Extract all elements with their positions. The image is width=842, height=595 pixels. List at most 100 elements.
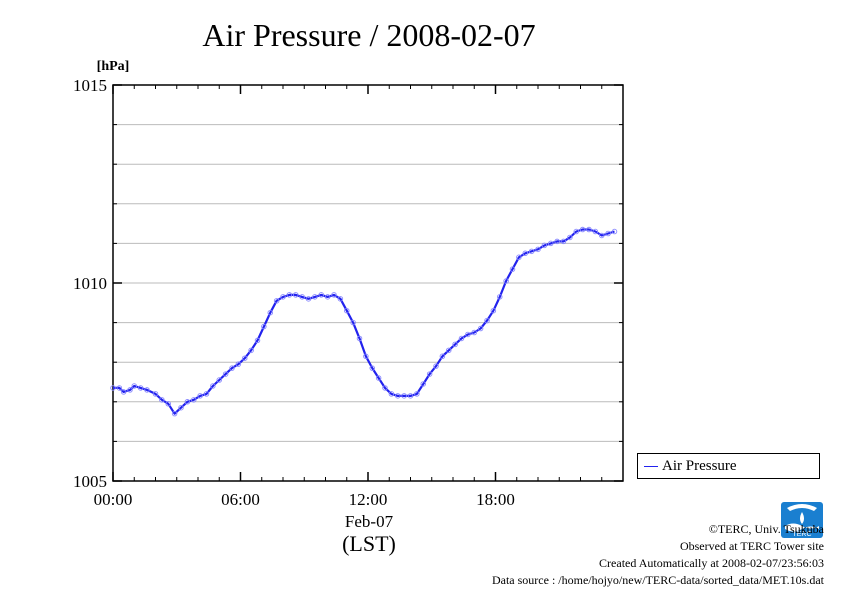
data-point xyxy=(611,228,618,235)
data-point xyxy=(420,381,427,387)
data-point xyxy=(280,294,286,300)
data-point xyxy=(286,292,293,298)
data-point xyxy=(605,230,611,237)
data-point xyxy=(116,385,123,391)
series-line xyxy=(113,228,615,415)
data-point xyxy=(190,397,197,403)
data-point xyxy=(426,371,433,377)
data-point xyxy=(439,353,446,360)
data-point xyxy=(586,226,592,233)
data-point xyxy=(178,404,184,411)
series-air-pressure xyxy=(110,226,618,417)
data-point xyxy=(579,226,586,233)
data-point xyxy=(350,319,356,326)
data-point xyxy=(318,292,325,298)
data-point xyxy=(229,365,235,371)
data-point xyxy=(465,331,471,338)
data-point xyxy=(560,238,567,245)
y-tick-label: 1010 xyxy=(73,274,107,293)
data-point xyxy=(203,391,210,397)
data-point xyxy=(324,294,331,300)
data-point xyxy=(127,387,133,393)
data-point xyxy=(235,361,242,367)
data-point xyxy=(446,347,452,354)
data-point xyxy=(548,240,554,247)
data-point xyxy=(433,363,439,369)
data-point xyxy=(131,383,137,389)
data-point xyxy=(516,254,522,261)
x-tick-label: 12:00 xyxy=(349,490,388,509)
data-point xyxy=(484,317,490,324)
y-tick-label: 1015 xyxy=(73,76,107,95)
data-point xyxy=(216,377,222,383)
data-point xyxy=(152,391,159,397)
data-point xyxy=(528,248,535,255)
data-point xyxy=(299,294,305,300)
data-point xyxy=(144,387,150,393)
data-point xyxy=(267,309,274,316)
data-point xyxy=(184,399,191,405)
data-point xyxy=(254,337,261,344)
data-point xyxy=(331,292,337,298)
x-tick-label: 06:00 xyxy=(221,490,260,509)
data-point xyxy=(363,353,369,360)
data-point xyxy=(197,393,203,399)
data-point xyxy=(395,393,401,399)
legend-swatch xyxy=(644,466,658,467)
data-point xyxy=(522,250,529,257)
data-point xyxy=(222,371,229,377)
data-point xyxy=(458,335,465,342)
y-tick-label: 1005 xyxy=(73,472,107,491)
credit-created: Created Automatically at 2008-02-07/23:5… xyxy=(599,556,824,570)
data-point xyxy=(535,246,541,253)
data-point xyxy=(592,228,599,235)
data-point xyxy=(509,266,516,272)
x-axis-label: (LST) xyxy=(342,531,396,556)
credit-source: Data source : /home/hojyo/new/TERC-data/… xyxy=(491,573,824,587)
data-point xyxy=(248,347,254,354)
data-point xyxy=(356,335,363,342)
credit-site: Observed at TERC Tower site xyxy=(679,539,824,553)
data-point xyxy=(337,296,344,302)
x-tick-label: 00:00 xyxy=(94,490,133,509)
data-point xyxy=(120,389,127,395)
data-point xyxy=(477,325,484,332)
data-point xyxy=(471,329,478,336)
data-point xyxy=(490,307,497,314)
data-point xyxy=(599,232,605,239)
data-point xyxy=(159,397,165,403)
data-point xyxy=(312,294,318,300)
logo-text: TERC xyxy=(792,531,811,538)
data-point xyxy=(273,298,280,304)
y-axis-unit-label: [hPa] xyxy=(97,59,130,74)
data-point xyxy=(261,323,267,330)
data-point xyxy=(305,296,312,302)
data-point xyxy=(165,401,171,407)
data-point xyxy=(137,385,144,391)
data-point xyxy=(369,365,376,371)
data-point xyxy=(241,355,248,361)
legend: Air Pressure xyxy=(637,453,820,479)
data-point xyxy=(503,278,509,284)
data-point xyxy=(573,228,580,235)
data-point xyxy=(171,410,178,417)
data-point xyxy=(210,383,216,389)
data-point xyxy=(388,391,395,397)
data-point xyxy=(407,393,414,399)
data-point xyxy=(497,294,503,300)
x-tick-label: 18:00 xyxy=(476,490,515,509)
x-date-label: Feb-07 xyxy=(345,512,394,531)
grid-lines xyxy=(113,124,623,442)
chart-title: Air Pressure / 2008-02-07 xyxy=(202,17,535,53)
data-point xyxy=(375,375,382,381)
data-point xyxy=(567,234,573,241)
axis-ticks: 1005 1010 1015 00:00 06:00 12:00 18:00 xyxy=(73,76,623,509)
data-point xyxy=(452,341,458,348)
data-point xyxy=(110,385,116,391)
data-point xyxy=(414,391,420,397)
data-point xyxy=(401,393,407,399)
data-point xyxy=(382,385,388,391)
data-point xyxy=(344,307,350,314)
terc-logo-icon: TERC xyxy=(781,502,823,538)
